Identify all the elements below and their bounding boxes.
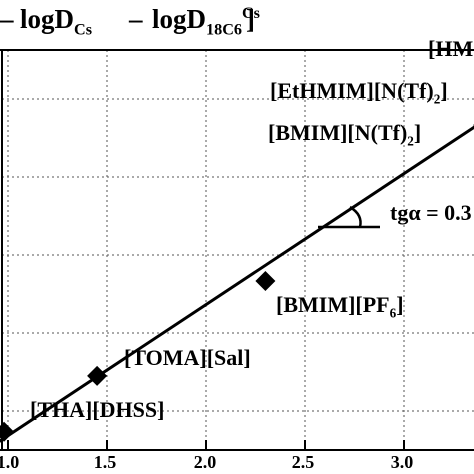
title-log-dcs-text: logD bbox=[20, 4, 74, 34]
angle-arc bbox=[349, 205, 362, 228]
title-minus: – bbox=[129, 4, 143, 34]
label-bmim-ntf2-sub: 2 bbox=[407, 133, 414, 149]
x-tick-marks bbox=[7, 440, 405, 450]
label-bmim-pf6: [BMIM][PF6] bbox=[276, 292, 404, 321]
data-markers bbox=[0, 124, 474, 442]
data-point-marker bbox=[0, 421, 15, 442]
label-tha-dhss-text: [THA][DHSS] bbox=[30, 397, 165, 422]
label-bmim-pf6-end: ] bbox=[396, 292, 404, 317]
title-log-d18c6-sup: Cs bbox=[241, 4, 260, 22]
label-bmim-ntf2-text: [BMIM][N(Tf) bbox=[268, 120, 408, 145]
chart-title: – logDCs – logD18C6Cs ] bbox=[0, 4, 474, 52]
title-bracket: ] bbox=[246, 4, 255, 34]
label-hmim-text: [HM bbox=[428, 36, 474, 61]
title-log-d18c6-sub: 18C6 bbox=[206, 20, 242, 39]
label-ethmim-sub: 2 bbox=[433, 91, 441, 107]
label-bmim-ntf2: [BMIM][N(Tf)2] bbox=[268, 120, 421, 149]
title-log-d18c6-text: logD bbox=[152, 4, 206, 34]
label-tha-dhss: [THA][DHSS] bbox=[30, 397, 164, 423]
title-log-dcs: logDCs bbox=[20, 4, 92, 39]
label-ethmim: [EtHMIM][N(Tf)2] bbox=[270, 78, 448, 107]
angle-annotation-text: tgα = 0.3 bbox=[390, 200, 472, 225]
label-ethmim-text: [EtHMIM][N(Tf) bbox=[270, 78, 434, 103]
title-log-d18c6: logD18C6Cs bbox=[152, 4, 260, 39]
label-hmim: [HM bbox=[428, 36, 473, 62]
label-bmim-pf6-sub: 6 bbox=[389, 305, 397, 321]
data-point-marker bbox=[87, 365, 108, 386]
grid-lines bbox=[2, 50, 474, 450]
x-tick-label: 3.0 bbox=[390, 452, 414, 472]
angle-annotation-mark bbox=[318, 205, 380, 229]
label-bmim-pf6-text: [BMIM][PF bbox=[276, 292, 390, 317]
x-tick-label: 1.5 bbox=[93, 452, 117, 472]
title-lead-minus: – bbox=[0, 4, 14, 34]
label-ethmim-end: ] bbox=[440, 78, 448, 103]
data-point-marker bbox=[255, 271, 276, 291]
x-tick-label: 1.0 bbox=[0, 452, 20, 472]
fit-line bbox=[0, 125, 474, 443]
label-bmim-ntf2-end: ] bbox=[413, 120, 422, 145]
title-log-dcs-sub: Cs bbox=[74, 20, 92, 39]
label-toma-sal: [TOMA][Sal] bbox=[124, 345, 251, 371]
x-tick-label: 2.5 bbox=[291, 452, 315, 472]
label-toma-sal-text: [TOMA][Sal] bbox=[124, 345, 251, 370]
x-tick-label: 2.0 bbox=[193, 452, 217, 472]
